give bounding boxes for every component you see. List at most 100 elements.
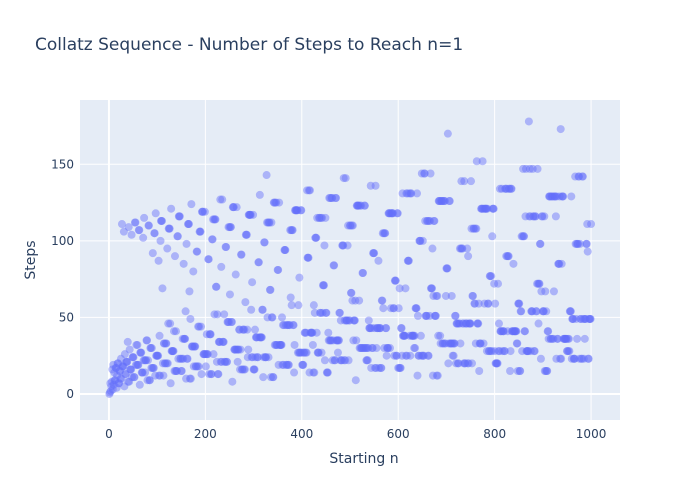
data-point bbox=[532, 307, 541, 316]
data-point bbox=[151, 371, 160, 380]
data-point bbox=[208, 235, 217, 244]
x-tick-label: 400 bbox=[290, 427, 313, 441]
data-point bbox=[535, 279, 544, 288]
data-point bbox=[302, 328, 311, 337]
data-point bbox=[201, 350, 210, 359]
data-point bbox=[354, 201, 363, 210]
data-point bbox=[534, 319, 543, 328]
data-point bbox=[521, 327, 530, 336]
data-point bbox=[522, 347, 531, 356]
data-point bbox=[232, 203, 241, 212]
data-point bbox=[376, 363, 385, 372]
data-point bbox=[577, 354, 586, 363]
data-point bbox=[155, 331, 164, 340]
data-point bbox=[177, 367, 186, 375]
data-point bbox=[115, 367, 124, 375]
data-point bbox=[109, 360, 118, 369]
data-point bbox=[556, 125, 565, 134]
data-point bbox=[172, 367, 181, 375]
data-point bbox=[304, 253, 313, 262]
data-point bbox=[235, 325, 244, 334]
data-point bbox=[427, 284, 436, 293]
data-point bbox=[467, 359, 476, 368]
data-point bbox=[277, 340, 286, 349]
data-point bbox=[266, 285, 275, 294]
data-point bbox=[126, 365, 135, 374]
data-point bbox=[367, 324, 376, 333]
data-point bbox=[509, 327, 518, 336]
data-point bbox=[383, 344, 392, 353]
grid-lines bbox=[80, 100, 620, 420]
data-point bbox=[250, 365, 259, 374]
data-point bbox=[136, 348, 145, 357]
data-point bbox=[305, 186, 314, 195]
data-point bbox=[179, 259, 188, 268]
data-point bbox=[382, 324, 391, 333]
data-point bbox=[533, 279, 542, 288]
data-point bbox=[308, 340, 317, 349]
data-point bbox=[274, 265, 283, 274]
data-point bbox=[191, 362, 200, 371]
data-point bbox=[246, 210, 255, 219]
data-point bbox=[355, 296, 364, 305]
data-point bbox=[115, 379, 124, 388]
data-point bbox=[209, 350, 218, 359]
data-point bbox=[278, 360, 287, 369]
data-point bbox=[484, 299, 493, 308]
y-tick-label: 100 bbox=[51, 234, 74, 248]
data-point bbox=[228, 203, 237, 212]
data-point bbox=[154, 351, 163, 360]
data-point bbox=[251, 325, 260, 334]
data-point bbox=[317, 213, 326, 222]
data-point bbox=[519, 232, 528, 241]
data-point bbox=[566, 307, 575, 316]
data-point bbox=[340, 316, 349, 325]
data-point bbox=[472, 224, 481, 233]
data-point bbox=[426, 216, 435, 225]
data-point bbox=[286, 226, 295, 235]
data-point bbox=[184, 220, 192, 229]
data-point bbox=[418, 351, 427, 360]
data-point bbox=[189, 267, 198, 276]
data-point bbox=[340, 356, 349, 365]
data-point bbox=[324, 328, 333, 337]
data-point bbox=[519, 164, 528, 173]
data-point bbox=[580, 334, 589, 343]
data-point bbox=[117, 220, 126, 229]
data-point bbox=[573, 334, 582, 343]
data-point bbox=[557, 354, 566, 363]
data-point bbox=[422, 311, 431, 320]
data-point bbox=[456, 339, 465, 348]
data-point bbox=[345, 316, 354, 325]
data-point bbox=[146, 344, 155, 353]
data-point bbox=[119, 362, 128, 371]
data-point bbox=[521, 212, 530, 221]
data-point bbox=[326, 336, 335, 345]
data-point bbox=[132, 360, 141, 369]
data-point bbox=[383, 344, 392, 353]
data-point bbox=[523, 347, 532, 356]
data-point bbox=[396, 363, 405, 372]
data-point bbox=[189, 362, 198, 371]
data-point bbox=[354, 201, 363, 210]
data-point bbox=[185, 374, 194, 383]
data-point bbox=[261, 353, 270, 362]
data-point bbox=[285, 321, 294, 330]
data-point bbox=[477, 204, 486, 213]
data-point bbox=[336, 356, 345, 365]
data-point bbox=[251, 333, 260, 342]
data-point bbox=[530, 347, 539, 356]
data-point bbox=[470, 299, 479, 308]
data-point bbox=[314, 348, 323, 357]
data-point bbox=[551, 192, 560, 201]
data-point bbox=[145, 376, 154, 385]
data-point bbox=[447, 291, 456, 300]
data-point bbox=[568, 314, 577, 323]
data-point bbox=[360, 201, 369, 210]
data-point bbox=[184, 220, 193, 229]
data-point bbox=[313, 213, 322, 222]
data-point bbox=[193, 362, 202, 371]
data-point bbox=[477, 204, 486, 213]
data-point bbox=[255, 190, 264, 199]
data-point bbox=[586, 314, 595, 323]
